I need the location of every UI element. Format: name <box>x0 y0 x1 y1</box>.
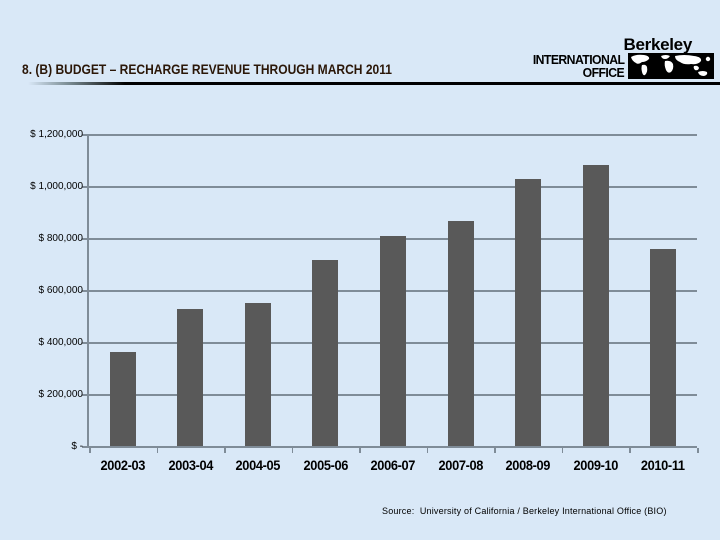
x-axis-tick <box>156 448 159 453</box>
x-axis-label: 2005-06 <box>303 458 348 473</box>
y-axis-tick <box>82 186 88 188</box>
bar-2007-08 <box>447 220 474 446</box>
x-axis-label: 2006-07 <box>370 458 416 473</box>
x-axis-line <box>87 446 697 448</box>
x-axis-label: 2007-08 <box>438 458 483 473</box>
x-axis-label: 2002-03 <box>100 458 146 473</box>
header-rule <box>28 82 720 85</box>
y-axis-label: $ 400,000 <box>38 337 84 348</box>
bar-2005-06 <box>312 259 339 446</box>
y-axis-label: $ 1,200,000 <box>30 129 83 140</box>
x-axis-label: 2003-04 <box>168 458 213 473</box>
y-axis-label: $ - <box>71 441 83 452</box>
x-axis-label: 2004-05 <box>235 458 281 473</box>
x-axis-tick <box>291 448 294 453</box>
y-axis-label: $ 1,000,000 <box>30 181 83 192</box>
x-axis-label: 2009-10 <box>573 458 618 473</box>
world-map-icon <box>628 53 714 79</box>
x-axis-tick <box>494 448 496 453</box>
x-axis-tick <box>224 448 226 453</box>
y-axis-line <box>87 134 89 448</box>
source-note: Source: University of California / Berke… <box>382 506 667 516</box>
y-axis-label: $ 800,000 <box>38 233 84 244</box>
y-axis-tick <box>82 290 88 292</box>
bar-2004-05 <box>244 302 271 446</box>
x-axis-tick <box>359 448 361 453</box>
bar-2006-07 <box>380 236 406 446</box>
gridline <box>89 186 697 188</box>
y-axis-tick <box>82 238 88 240</box>
x-axis-label: 2010-11 <box>641 458 686 473</box>
x-axis-label: 2008-09 <box>505 458 551 473</box>
x-axis-tick <box>561 448 564 453</box>
logo-brand-text: Berkeley <box>623 35 693 54</box>
bar-2008-09 <box>515 179 542 446</box>
x-axis-tick <box>89 448 91 453</box>
bar-2003-04 <box>177 309 204 446</box>
y-axis-tick <box>82 394 88 396</box>
y-axis-label: $ 600,000 <box>38 285 84 296</box>
x-axis-tick <box>697 448 699 453</box>
y-axis-tick <box>82 342 88 344</box>
y-axis-tick <box>82 446 88 448</box>
logo-international-text: INTERNATIONAL <box>532 52 624 67</box>
y-axis-tick <box>82 134 88 136</box>
gridline <box>89 134 697 136</box>
bar-2010-11 <box>650 249 677 446</box>
bar-2002-03 <box>109 352 136 446</box>
x-axis-tick <box>629 448 631 453</box>
bar-2009-10 <box>582 164 609 446</box>
logo-office-text: OFFICE <box>582 65 625 80</box>
x-axis-tick <box>426 448 429 453</box>
y-axis-label: $ 200,000 <box>38 389 84 400</box>
page-title: 8. (B) BUDGET – RECHARGE REVENUE THROUGH… <box>22 61 392 77</box>
